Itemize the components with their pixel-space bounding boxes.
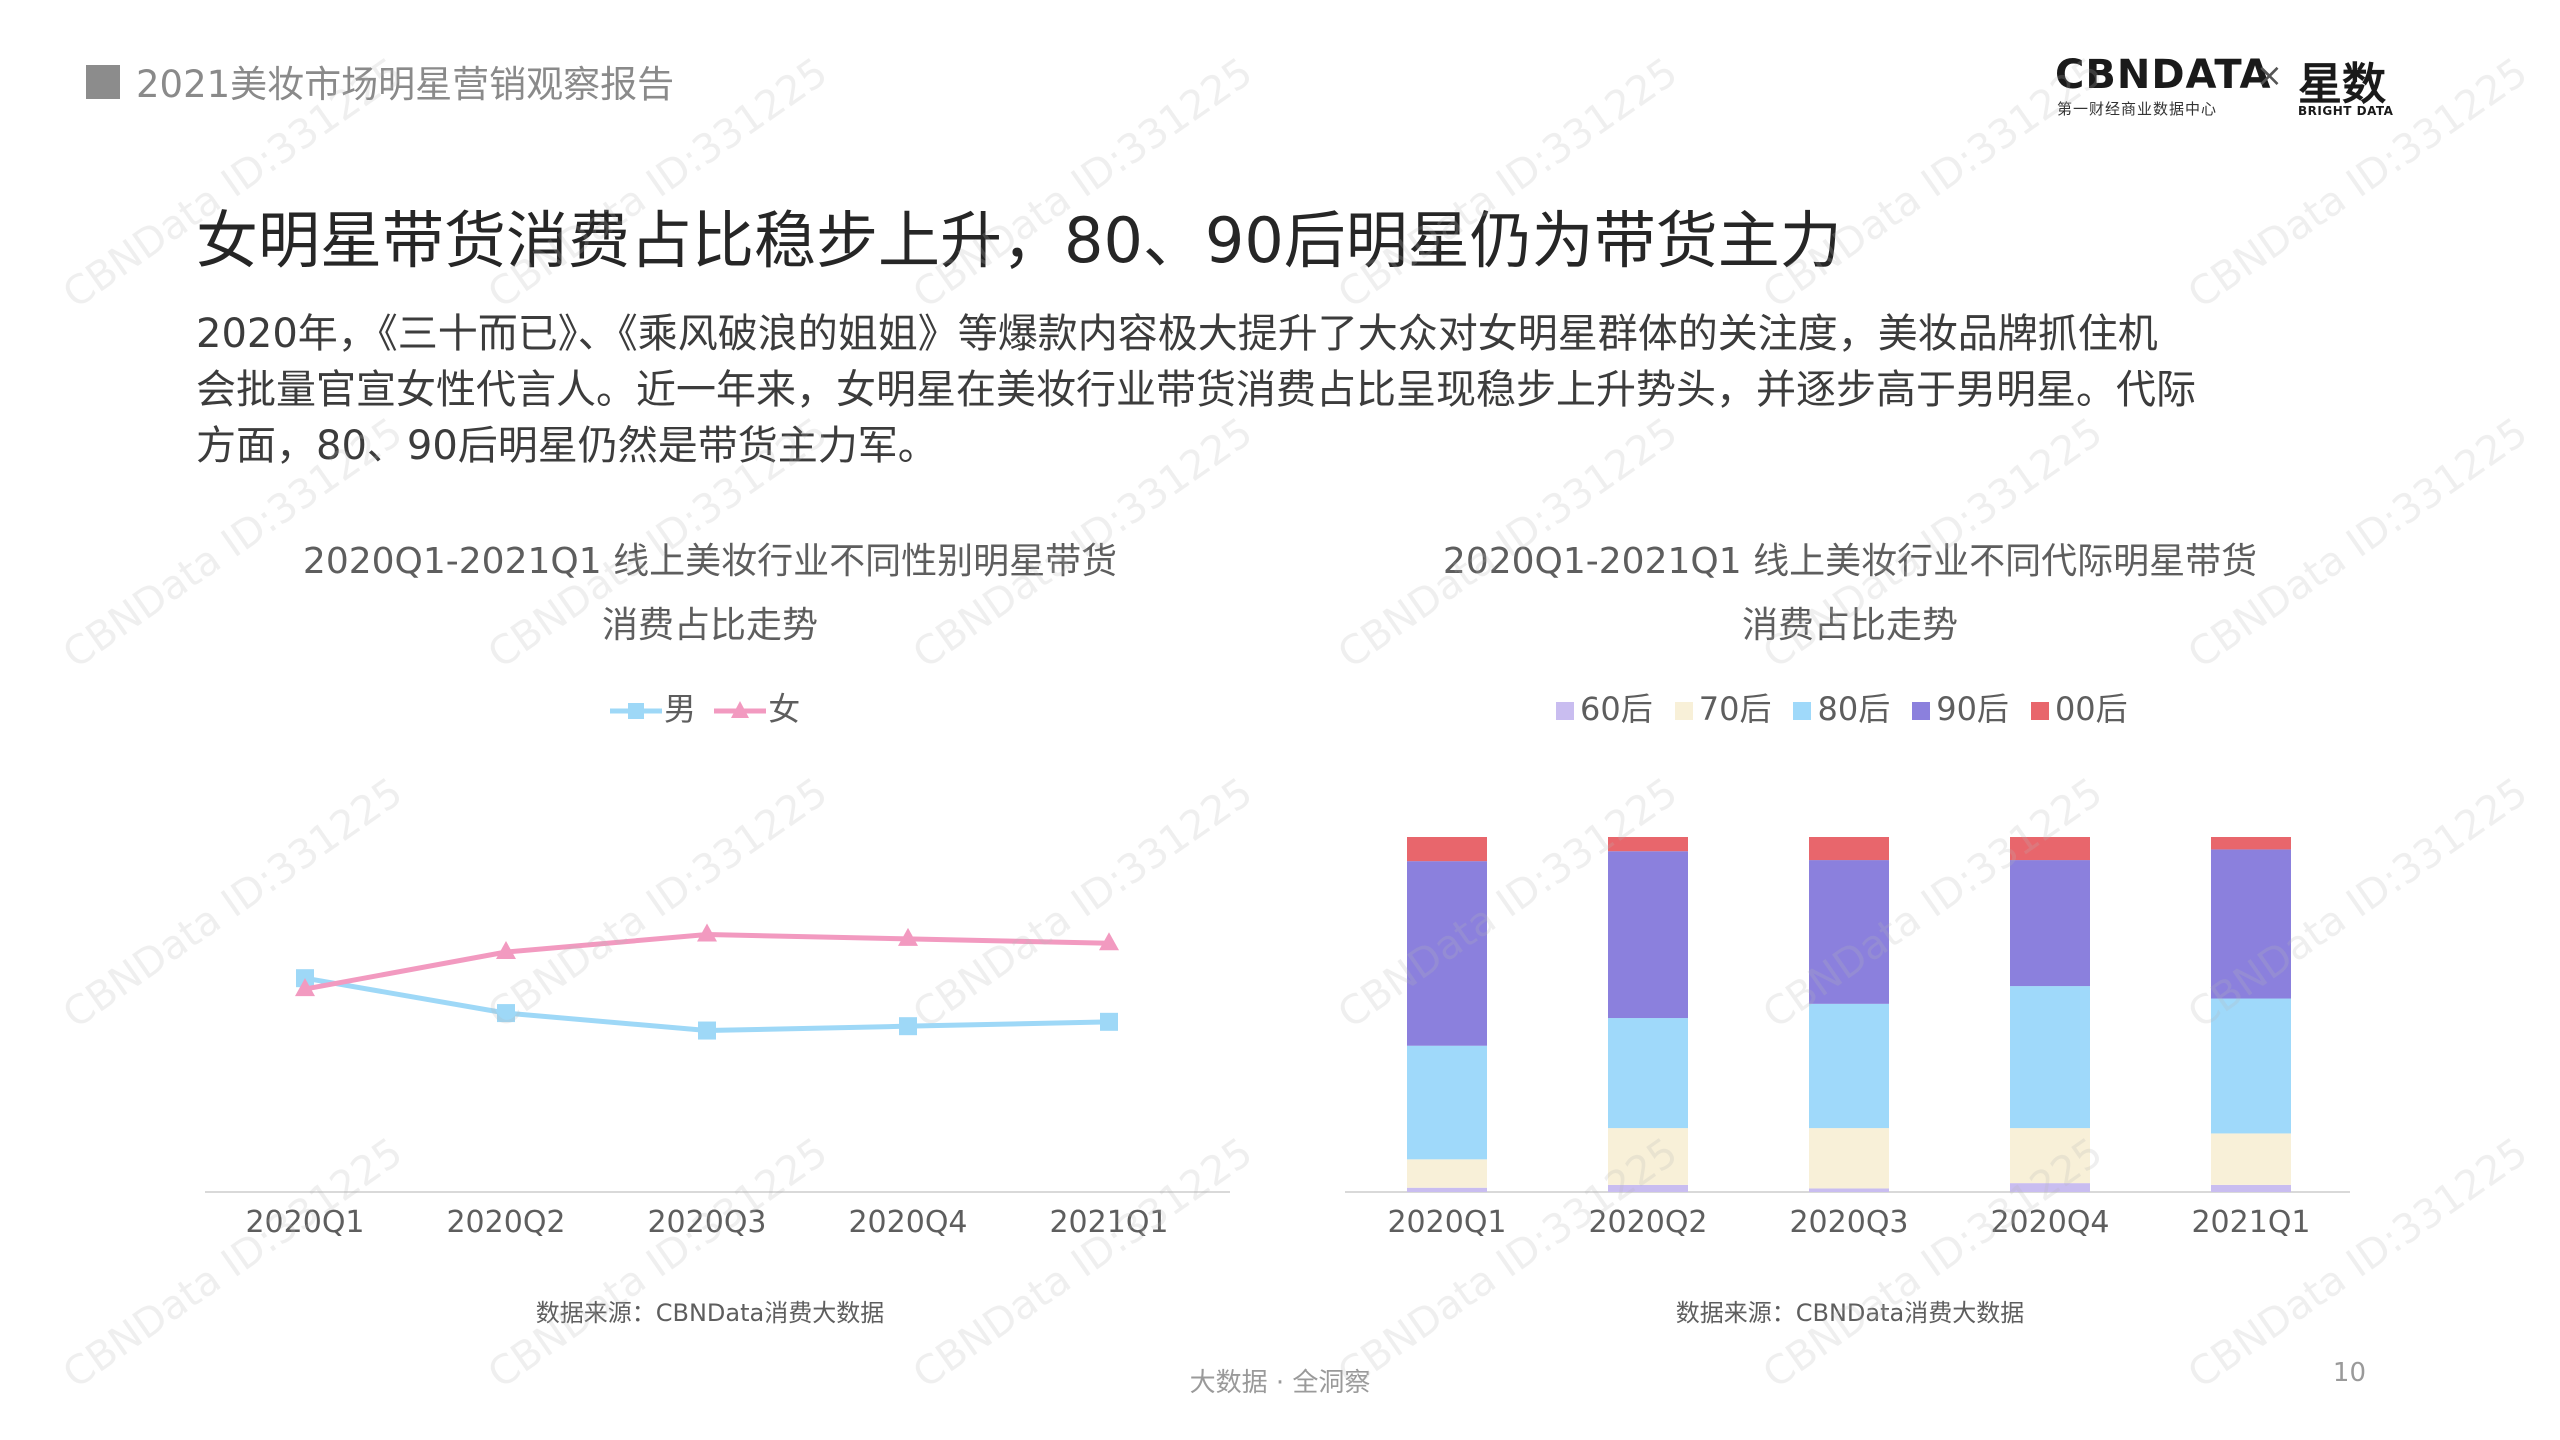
x-tick-label: 2020Q3 — [647, 1205, 766, 1240]
generation-chart-legend: 60后 70后 80后 90后 00后 — [1556, 684, 2128, 730]
legend-label: 00后 — [2054, 690, 2128, 728]
bright-data-logo: 星数 — [2298, 59, 2386, 110]
logo-separator: × — [2256, 56, 2283, 94]
legend-swatch-icon — [1556, 702, 1574, 720]
bar-segment — [1608, 1184, 1688, 1192]
legend-swatch-icon — [2030, 702, 2049, 720]
bar-segment — [2010, 986, 2090, 1129]
cbndata-logo: CBNDATA — [2055, 52, 2272, 98]
legend-label: 60后 — [1580, 690, 1653, 728]
generation-chart-title: 2020Q1-2021Q1 线上美妆行业不同代际明星带货 消费占比走势 — [1340, 530, 2360, 658]
generation-chart-source: 数据来源：CBNData消费大数据 — [1675, 1299, 2025, 1327]
bar-segment — [1608, 837, 1688, 852]
bar-segment — [2211, 849, 2291, 999]
bar-segment — [1809, 837, 1889, 861]
bar-segment — [2211, 1133, 2291, 1185]
gender-chart-source: 数据来源：CBNData消费大数据 — [535, 1299, 885, 1327]
legend-label: 90后 — [1936, 690, 2009, 728]
data-point — [496, 941, 516, 959]
data-point — [1100, 1012, 1118, 1031]
x-tick-label: 2020Q2 — [446, 1205, 565, 1240]
intro-line: 会批量官宣女性代言人。近一年来，女明星在美妆行业带货消费占比呈现稳步上升势头，并… — [196, 367, 2196, 413]
footer-slogan: 大数据 · 全洞察 — [1189, 1368, 1371, 1398]
bar-segment — [1407, 1187, 1487, 1192]
x-tick-label: 2021Q1 — [1049, 1205, 1168, 1240]
bar-segment — [2211, 837, 2291, 850]
bar-segment — [2010, 860, 2090, 987]
cbndata-logo-subtitle: 第一财经商业数据中心 — [2057, 100, 2218, 118]
data-point — [697, 923, 717, 942]
legend-label: 70后 — [1698, 690, 1772, 728]
x-tick-label: 2020Q4 — [1990, 1205, 2109, 1240]
intro-line: 方面，80、90后明星仍然是带货主力军。 — [196, 423, 938, 469]
bar-segment — [2010, 1128, 2090, 1184]
data-point — [295, 978, 315, 997]
generation-chart-title-line1: 2020Q1-2021Q1 线上美妆行业不同代际明星带货 — [1442, 541, 2258, 582]
x-tick-label: 2020Q2 — [1588, 1205, 1707, 1240]
bar-segment — [1608, 1128, 1688, 1185]
bar-segment — [1809, 860, 1889, 1004]
bar-segment — [1407, 861, 1487, 1046]
header-square-icon — [86, 65, 120, 99]
x-tick-label: 2020Q4 — [848, 1205, 967, 1240]
legend-female-label: 女 — [768, 690, 801, 728]
generation-chart-title-line2: 消费占比走势 — [1741, 605, 1958, 646]
series-line — [304, 932, 1110, 992]
bar-segment — [1809, 1188, 1889, 1192]
intro-line: 2020年，《三十而已》、《乘风破浪的姐姐》等爆款内容极大提升了大众对女明星群体… — [196, 311, 2158, 357]
bar-segment — [2211, 998, 2291, 1134]
bar-segment — [2211, 1184, 2291, 1192]
x-tick-label: 2020Q1 — [1387, 1205, 1506, 1240]
bright-data-logo-subtitle: BRIGHT DATA — [2298, 104, 2394, 118]
bar-segment — [1407, 1159, 1487, 1188]
bar-segment — [1608, 1018, 1688, 1129]
legend-label: 80后 — [1817, 690, 1891, 728]
data-point — [497, 1004, 515, 1023]
bar-segment — [1809, 1128, 1889, 1189]
page-title: 女明星带货消费占比稳步上升，80、90后明星仍为带货主力 — [196, 204, 1842, 277]
bar-segment — [1407, 1045, 1487, 1160]
gender-chart-title: 2020Q1-2021Q1 线上美妆行业不同性别明星带货 消费占比走势 — [200, 530, 1220, 658]
gender-line-chart: 2020Q1 2020Q2 2020Q3 2020Q4 2021Q1 — [205, 923, 1230, 1240]
generation-stacked-bar-chart: 2020Q1 2020Q2 2020Q3 2020Q4 2021Q1 — [1345, 837, 2350, 1240]
bar-segment — [1407, 837, 1487, 862]
data-point — [1099, 932, 1119, 951]
x-tick-label: 2020Q1 — [245, 1205, 364, 1240]
legend-swatch-icon — [1674, 702, 1693, 720]
legend-female-marker-icon — [714, 701, 767, 718]
legend-male-label: 男 — [664, 690, 697, 728]
bar-segment — [1608, 851, 1688, 1019]
data-point — [898, 927, 918, 946]
intro-paragraph: 2020年，《三十而已》、《乘风破浪的姐姐》等爆款内容极大提升了大众对女明星群体… — [196, 306, 2376, 474]
gender-chart-legend: 男 女 — [608, 684, 800, 730]
data-point — [698, 1021, 716, 1040]
legend-swatch-icon — [1793, 702, 1812, 720]
legend-male-marker-icon — [610, 703, 662, 719]
report-title: 2021美妆市场明星营销观察报告 — [136, 63, 675, 106]
x-tick-label: 2020Q3 — [1789, 1205, 1908, 1240]
gender-chart-title-line2: 消费占比走势 — [601, 605, 818, 646]
legend-swatch-icon — [1912, 702, 1931, 720]
gender-chart-title-line1: 2020Q1-2021Q1 线上美妆行业不同性别明星带货 — [302, 541, 1118, 582]
bar-segment — [2010, 1183, 2090, 1192]
bar-segment — [1809, 1003, 1889, 1129]
bar-segment — [2010, 837, 2090, 861]
x-tick-label: 2021Q1 — [2191, 1205, 2310, 1240]
page-number: 10 — [2332, 1358, 2366, 1388]
data-point — [899, 1017, 917, 1036]
